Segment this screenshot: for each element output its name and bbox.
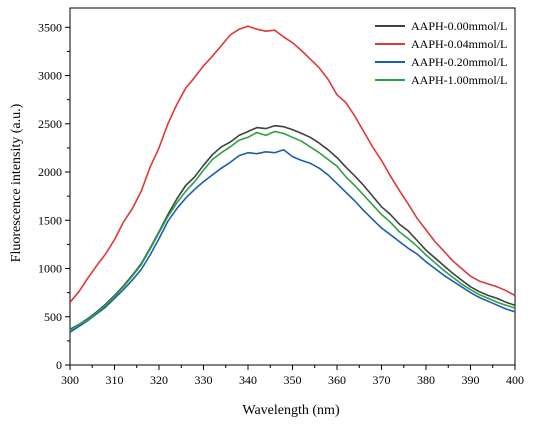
x-axis-title: Wavelength (nm) — [242, 403, 340, 418]
y-tick-label: 1000 — [38, 262, 62, 276]
x-tick-label: 320 — [150, 373, 168, 387]
x-tick-label: 350 — [284, 373, 302, 387]
x-tick-label: 330 — [195, 373, 213, 387]
series-line-3 — [69, 149, 516, 333]
y-tick-label: 0 — [56, 358, 62, 372]
y-tick-label: 2000 — [38, 165, 62, 179]
y-tick-label: 500 — [44, 310, 62, 324]
legend: AAPH-0.00mmol/L AAPH-0.04mmol/L AAPH-0.20m… — [375, 19, 507, 87]
x-tick-label: 390 — [462, 373, 480, 387]
series-layer — [69, 25, 516, 333]
legend-label-3: AAPH-0.20mmol/L — [411, 55, 507, 69]
x-tick-label: 360 — [328, 373, 346, 387]
legend-label-1: AAPH-0.00mmol/L — [411, 19, 507, 33]
y-tick-label: 1500 — [38, 213, 62, 227]
x-tick-label: 300 — [61, 373, 79, 387]
series-line-4 — [69, 130, 516, 331]
legend-label-4: AAPH-1.00mmol/L — [411, 73, 507, 87]
axes-layer: 300 310 320 330 340 350 360 370 380 390 400 0 500 100… — [38, 7, 524, 387]
x-tick-label: 380 — [417, 373, 435, 387]
legend-label-2: AAPH-0.04mmol/L — [411, 37, 507, 51]
x-tick-label: 340 — [239, 373, 257, 387]
x-tick-label: 370 — [373, 373, 391, 387]
y-tick-label: 2500 — [38, 117, 62, 131]
series-line-2 — [69, 25, 516, 303]
x-tick-label: 400 — [506, 373, 524, 387]
y-axis-title: Fluorescence intensity (a.u.) — [9, 103, 24, 262]
y-tick-label: 3500 — [38, 20, 62, 34]
y-tick-label: 3000 — [38, 69, 62, 83]
x-tick-label: 310 — [106, 373, 124, 387]
